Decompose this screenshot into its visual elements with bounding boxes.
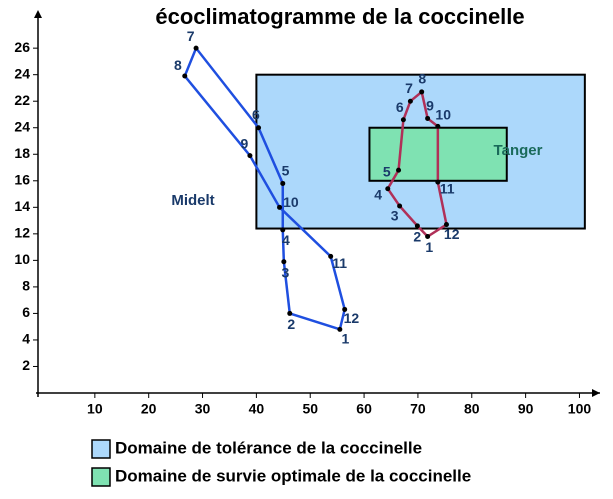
x-tick-label: 70 xyxy=(410,401,426,417)
point xyxy=(280,227,286,233)
y-tick-label: 16 xyxy=(14,171,30,187)
point xyxy=(407,98,413,104)
point xyxy=(443,222,449,228)
point-label: 9 xyxy=(426,97,434,113)
point xyxy=(182,73,188,79)
y-tick-label: 14 xyxy=(14,198,30,214)
point xyxy=(435,179,441,185)
point-label: 3 xyxy=(281,264,289,280)
x-tick-label: 60 xyxy=(356,401,372,417)
x-tick-label: 20 xyxy=(141,401,157,417)
point xyxy=(435,123,441,129)
y-tick-label: 2 xyxy=(22,357,30,373)
x-tick-label: 100 xyxy=(568,401,592,417)
x-tick-label: 10 xyxy=(87,401,103,417)
y-tick-label: 10 xyxy=(14,251,30,267)
point-label: 1 xyxy=(341,331,349,347)
point-label: 7 xyxy=(405,80,413,96)
point xyxy=(419,89,425,95)
point-label: 5 xyxy=(282,162,290,178)
point xyxy=(425,233,431,239)
point xyxy=(256,125,262,131)
point xyxy=(247,153,253,159)
point xyxy=(414,223,420,229)
point-label: 9 xyxy=(241,136,249,152)
point-label: 11 xyxy=(332,255,347,271)
point xyxy=(425,115,431,121)
point xyxy=(385,186,391,192)
point xyxy=(342,306,348,312)
point xyxy=(193,45,199,51)
point xyxy=(400,117,406,123)
y-tick-label: 18 xyxy=(14,145,30,161)
point-label: 3 xyxy=(391,208,399,224)
series-label: Midelt xyxy=(171,192,214,209)
y-tick-label: 24 xyxy=(14,65,30,81)
y-tick-label: 6 xyxy=(22,304,30,320)
x-tick-label: 90 xyxy=(518,401,534,417)
point-label: 2 xyxy=(413,229,421,245)
point xyxy=(397,203,403,209)
series-label: Tanger xyxy=(494,142,543,159)
point-label: 7 xyxy=(187,28,195,44)
y-tick-label: 24 xyxy=(14,118,30,134)
x-tick-label: 40 xyxy=(249,401,265,417)
y-tick-label: 8 xyxy=(22,278,30,294)
point-label: 12 xyxy=(344,310,360,326)
y-axis-arrow xyxy=(34,10,42,18)
point-label: 2 xyxy=(287,316,295,332)
point-label: 8 xyxy=(418,71,426,87)
x-tick-label: 30 xyxy=(195,401,211,417)
point-label: 10 xyxy=(435,106,451,122)
y-tick-label: 12 xyxy=(14,225,30,241)
point xyxy=(328,253,334,259)
point xyxy=(337,326,343,332)
legend-label: Domaine de survie optimale de la coccine… xyxy=(115,466,471,485)
y-tick-label: 26 xyxy=(14,39,30,55)
x-tick-label: 50 xyxy=(302,401,318,417)
point-label: 8 xyxy=(174,57,182,73)
point xyxy=(396,167,402,173)
point-label: 4 xyxy=(282,232,290,248)
point-label: 11 xyxy=(440,180,455,196)
x-axis-arrow xyxy=(592,389,600,397)
chart-title: écoclimatogramme de la coccinelle xyxy=(155,4,524,29)
point-label: 1 xyxy=(425,239,433,255)
x-tick-label: 80 xyxy=(464,401,480,417)
legend-label: Domaine de tolérance de la coccinelle xyxy=(115,438,422,457)
point-label: 6 xyxy=(396,99,404,115)
point-label: 10 xyxy=(283,194,299,210)
legend-swatch xyxy=(91,467,111,487)
legend-swatch xyxy=(91,439,111,459)
point xyxy=(277,204,283,210)
point-label: 5 xyxy=(383,163,391,179)
point xyxy=(287,310,293,316)
y-tick-label: 22 xyxy=(14,92,30,108)
point-label: 12 xyxy=(444,226,460,242)
point-label: 4 xyxy=(374,187,382,203)
point xyxy=(281,259,287,265)
point xyxy=(280,180,286,186)
point-label: 6 xyxy=(252,107,260,123)
y-tick-label: 4 xyxy=(22,331,30,347)
